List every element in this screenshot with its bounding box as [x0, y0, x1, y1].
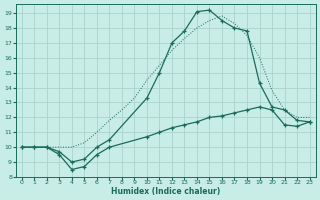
- X-axis label: Humidex (Indice chaleur): Humidex (Indice chaleur): [111, 187, 220, 196]
